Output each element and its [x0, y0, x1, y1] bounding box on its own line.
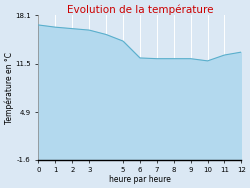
X-axis label: heure par heure: heure par heure [109, 175, 171, 184]
Title: Evolution de la température: Evolution de la température [67, 4, 213, 15]
Y-axis label: Température en °C: Température en °C [4, 52, 14, 124]
